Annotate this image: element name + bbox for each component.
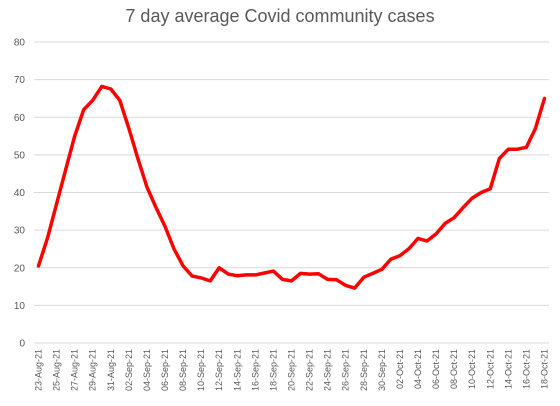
data-point: [163, 224, 167, 228]
data-point: [380, 267, 384, 271]
data-point: [145, 185, 149, 189]
data-point: [353, 286, 357, 290]
data-point: [290, 279, 293, 283]
chart-title: 7 day average Covid community cases: [125, 6, 435, 26]
x-tick-label: 18-Sep-21: [268, 349, 278, 391]
x-tick-label: 18-Oct-21: [539, 349, 549, 389]
data-point: [136, 157, 140, 161]
x-tick-label: 06-Oct-21: [431, 349, 441, 389]
data-point: [371, 271, 375, 275]
y-tick-label: 20: [14, 263, 26, 274]
x-tick-label: 12-Oct-21: [485, 349, 495, 389]
data-point: [181, 264, 185, 268]
x-tick-label: 14-Sep-21: [232, 349, 242, 391]
data-point: [199, 276, 203, 280]
data-point: [407, 247, 411, 251]
x-tick-label: 29-Aug-21: [88, 349, 98, 391]
x-tick-label: 22-Sep-21: [305, 349, 315, 391]
y-tick-label: 10: [14, 301, 26, 312]
x-tick-label: 23-Aug-21: [34, 349, 44, 391]
data-point: [37, 264, 41, 268]
y-tick-label: 30: [14, 226, 26, 237]
data-point: [533, 127, 537, 131]
x-tick-label: 06-Sep-21: [160, 349, 170, 391]
data-point: [280, 277, 284, 281]
data-point: [217, 266, 221, 270]
data-point: [470, 196, 474, 200]
data-point: [262, 271, 266, 275]
data-point: [317, 272, 321, 276]
data-point: [91, 98, 95, 102]
x-tick-label: 04-Oct-21: [413, 349, 423, 389]
data-point: [488, 187, 492, 191]
data-point: [64, 168, 68, 172]
data-point: [344, 283, 348, 287]
x-tick-label: 02-Sep-21: [124, 349, 134, 391]
y-tick-label: 80: [14, 38, 26, 49]
x-tick-label: 31-Aug-21: [106, 349, 116, 391]
data-point: [109, 87, 113, 91]
x-tick-label: 28-Sep-21: [359, 349, 369, 391]
data-point: [235, 274, 239, 278]
data-point: [398, 254, 402, 258]
y-tick-label: 50: [14, 150, 26, 161]
data-point: [461, 206, 465, 210]
x-tick-label: 08-Oct-21: [449, 349, 459, 389]
data-point: [100, 84, 104, 88]
data-point: [82, 108, 86, 112]
data-point: [308, 272, 312, 276]
data-point: [416, 236, 420, 240]
data-point: [443, 221, 447, 225]
data-point: [271, 269, 275, 273]
data-point: [208, 279, 212, 283]
x-tick-label: 14-Oct-21: [503, 349, 513, 389]
data-point: [362, 275, 366, 279]
y-tick-label: 70: [14, 75, 26, 86]
data-point: [452, 216, 456, 220]
data-point: [118, 98, 122, 102]
x-tick-label: 25-Aug-21: [52, 349, 62, 391]
x-tick-label: 12-Sep-21: [214, 349, 224, 391]
y-tick-label: 40: [14, 188, 26, 199]
data-point: [524, 145, 528, 149]
data-point: [226, 272, 230, 276]
y-tick-label: 0: [19, 339, 25, 350]
x-tick-label: 08-Sep-21: [178, 349, 188, 391]
data-point: [46, 236, 50, 240]
x-tick-label: 02-Oct-21: [395, 349, 405, 389]
data-point: [389, 257, 393, 261]
data-point: [190, 274, 194, 278]
data-point: [244, 273, 248, 277]
data-point: [253, 273, 257, 277]
data-point: [127, 127, 131, 131]
data-point: [55, 202, 59, 206]
data-point: [515, 147, 519, 151]
y-tick-label: 60: [14, 113, 26, 124]
x-tick-label: 24-Sep-21: [323, 349, 333, 391]
data-point: [506, 147, 510, 151]
x-tick-label: 16-Sep-21: [250, 349, 260, 391]
data-point: [434, 232, 438, 236]
data-point: [326, 277, 330, 281]
data-point: [154, 206, 158, 210]
data-point: [497, 157, 501, 161]
x-tick-label: 20-Sep-21: [287, 349, 297, 391]
data-point: [479, 191, 483, 194]
x-tick-label: 10-Oct-21: [467, 349, 477, 389]
x-tick-label: 04-Sep-21: [142, 349, 152, 391]
data-point: [172, 247, 176, 251]
data-point: [542, 96, 546, 100]
data-point: [335, 278, 339, 282]
x-tick-label: 27-Aug-21: [70, 349, 80, 391]
data-point: [425, 239, 429, 243]
x-tick-label: 26-Sep-21: [341, 349, 351, 391]
x-tick-label: 16-Oct-21: [521, 349, 531, 389]
data-point: [73, 134, 77, 138]
data-point: [299, 271, 303, 275]
x-tick-label: 10-Sep-21: [196, 349, 206, 391]
series-line: [36, 84, 547, 290]
x-tick-label: 30-Sep-21: [377, 349, 387, 391]
